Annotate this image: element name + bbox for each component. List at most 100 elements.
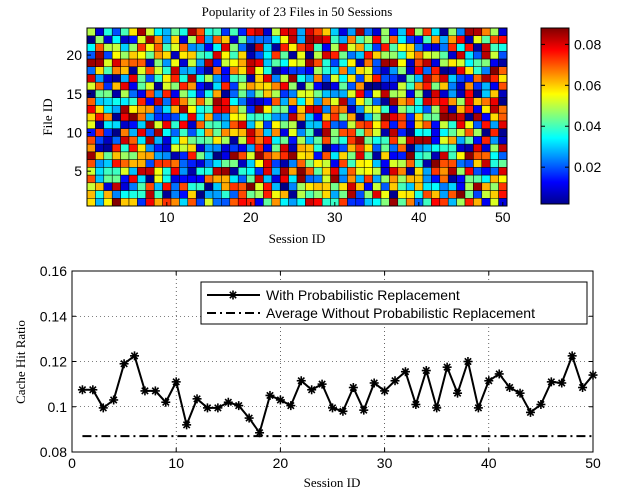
heatmap-cell	[195, 128, 205, 137]
heatmap-cell	[355, 143, 365, 153]
heatmap-cell	[355, 198, 365, 207]
heatmap-cell	[313, 167, 323, 176]
heatmap-cell	[313, 120, 323, 129]
heatmap-cell	[179, 50, 189, 60]
heatmap-cell	[422, 74, 432, 83]
heatmap-cell	[86, 112, 96, 122]
heatmap-cell	[279, 35, 289, 44]
heatmap-cell	[271, 89, 281, 98]
heatmap-cell	[246, 27, 256, 36]
heatmap-cell	[145, 58, 155, 67]
legend-label-average: Average Without Probabilistic Replacemen…	[266, 305, 535, 321]
heatmap-cell	[397, 120, 407, 129]
heatmap-cell	[380, 105, 390, 114]
heatmap-cell	[229, 105, 239, 114]
heatmap-cell	[279, 190, 289, 199]
heatmap-cell	[422, 112, 432, 122]
heatmap-cell	[254, 190, 264, 199]
heatmap-cell	[330, 143, 340, 153]
heatmap-x-ticks: 10 20 30 40 50	[159, 202, 511, 225]
heatmap-frame	[86, 27, 508, 207]
heatmap-cell	[204, 35, 214, 44]
heatmap-cell	[464, 182, 474, 191]
heatmap-cell	[338, 174, 348, 184]
heatmap-cell	[489, 27, 499, 36]
heatmap-cell	[111, 35, 121, 44]
heatmap-cell	[179, 27, 189, 36]
heatmap-cell	[489, 190, 499, 199]
heatmap-cell	[313, 81, 323, 91]
heatmap-cell	[397, 112, 407, 122]
heatmap-cell	[279, 198, 289, 207]
heatmap-cell	[95, 74, 105, 83]
heatmap-cell	[456, 120, 466, 129]
heatmap-cell	[254, 151, 264, 160]
heatmap-cell	[464, 136, 474, 145]
heatmap-cell	[405, 58, 415, 67]
heatmap-cell	[363, 105, 373, 114]
heatmap-cell	[204, 27, 214, 36]
heatmap-cell	[481, 151, 491, 160]
heatmap-cell	[347, 120, 357, 129]
heatmap-cell	[153, 35, 163, 44]
heatmap-cell	[481, 105, 491, 114]
heatmap-cell	[439, 198, 449, 207]
heatmap-cell	[145, 120, 155, 129]
heatmap-cell	[338, 81, 348, 91]
heatmap-cell	[313, 198, 323, 207]
heatmap-cell	[313, 143, 323, 153]
heatmap-cell	[195, 50, 205, 60]
heatmap-cell	[422, 167, 432, 176]
heatmap-cell	[481, 58, 491, 67]
heatmap-cell	[296, 198, 306, 207]
heatmap-cell	[439, 182, 449, 191]
heatmap-cell	[187, 120, 197, 129]
heatmap-cell	[338, 43, 348, 52]
heatmap-cell	[246, 174, 256, 184]
heatmap-cell	[237, 151, 247, 160]
heatmap-cell	[86, 151, 96, 160]
heatmap-cell	[305, 105, 315, 114]
heatmap-cell	[305, 120, 315, 129]
heatmap-cell	[153, 58, 163, 67]
heatmap-cell	[321, 182, 331, 191]
heatmap-cell	[170, 74, 180, 83]
heatmap-cell	[221, 136, 231, 145]
heatmap-cell	[372, 81, 382, 91]
heatmap-cell	[254, 66, 264, 75]
heatmap-cell	[296, 136, 306, 145]
heatmap-cell	[237, 182, 247, 191]
heatmap-cell	[313, 50, 323, 60]
heatmap-cell	[321, 66, 331, 75]
heatmap-cell	[86, 27, 96, 36]
heatmap-cell	[271, 35, 281, 44]
heatmap-cell	[187, 66, 197, 75]
heatmap-cell	[103, 190, 113, 199]
heatmap-cell	[439, 136, 449, 145]
heatmap-cell	[355, 112, 365, 122]
heatmap-cell	[313, 89, 323, 98]
heatmap-cell	[447, 143, 457, 153]
heatmap-cell	[95, 112, 105, 122]
heatmap-cell	[204, 128, 214, 137]
heatmap-cell	[279, 97, 289, 106]
heatmap-cell	[405, 128, 415, 137]
heatmap-cell	[221, 190, 231, 199]
heatmap-cell	[120, 167, 130, 176]
heatmap-cell	[464, 35, 474, 44]
heatmap-cell	[137, 35, 147, 44]
heatmap-cell	[103, 159, 113, 168]
heatmap-cell	[464, 58, 474, 67]
heatmap-cell	[170, 35, 180, 44]
heatmap-cell	[271, 97, 281, 106]
heatmap-cell	[254, 120, 264, 129]
heatmap-cell	[397, 151, 407, 160]
heatmap-cell	[128, 66, 138, 75]
star-marker	[223, 397, 233, 407]
heatmap-cell	[229, 50, 239, 60]
heatmap-cell	[237, 35, 247, 44]
heatmap-cell	[363, 27, 373, 36]
heatmap-cell	[355, 43, 365, 52]
heatmap-cell	[237, 81, 247, 91]
heatmap-cell	[321, 112, 331, 122]
